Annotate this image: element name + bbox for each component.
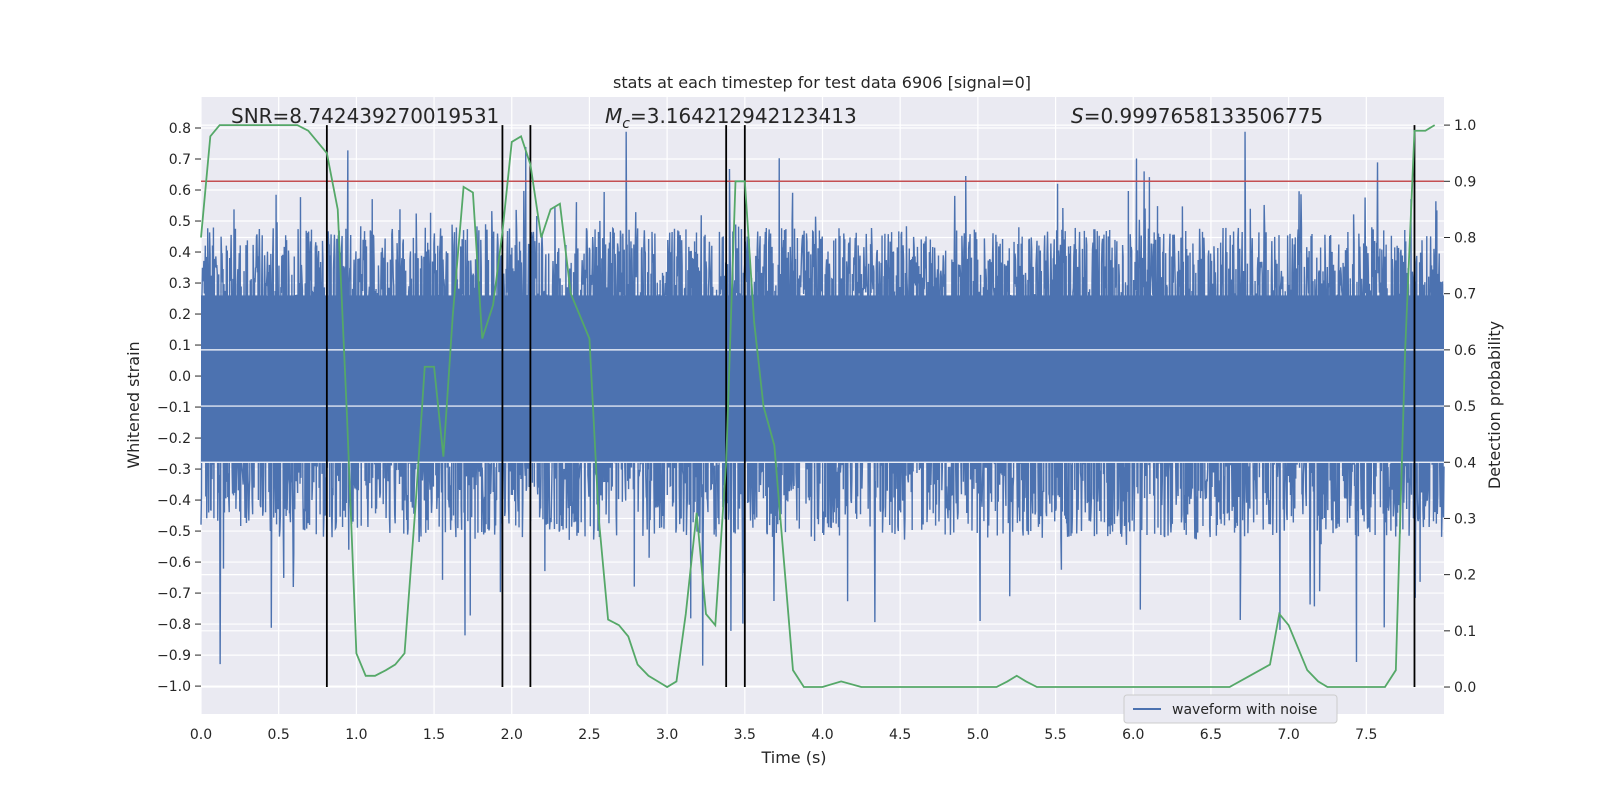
x-tick-label: 7.5	[1355, 727, 1377, 743]
chirp-mass-annotation: Mc=3.164212942123413	[605, 104, 857, 132]
x-tick-label: 0.5	[268, 727, 290, 743]
y-tick-label: −0.1	[157, 400, 191, 416]
y-axis-label: Whitened strain	[124, 341, 143, 468]
x-tick-label: 3.5	[734, 727, 756, 743]
x-tick-label: 7.0	[1277, 727, 1299, 743]
legend-label: waveform with noise	[1172, 702, 1317, 718]
y-tick-label: −0.9	[157, 648, 191, 664]
y-tick-labels: 0.8 0.7 0.6 0.5 0.4 0.3 0.2 0.1 0.0 −0.1 −0.2 −0.3 −…	[157, 121, 201, 695]
y-tick-label: 0.6	[169, 183, 191, 199]
y2-tick-label: 0.0	[1454, 680, 1476, 696]
y2-tick-label: 0.1	[1454, 624, 1476, 640]
waveform-band	[201, 295, 1444, 463]
y-tick-label: −0.4	[157, 493, 191, 509]
y-tick-label: 0.8	[169, 121, 191, 137]
y-tick-label: 0.2	[169, 307, 191, 323]
y2-tick-label: 0.4	[1454, 455, 1476, 471]
x-tick-labels: 0.0 0.5 1.0 1.5 2.0 2.5 3.0 3.5 4.0 4.5 5.0 5.5 6.0 6…	[190, 727, 1378, 743]
y-tick-label: 0.0	[169, 369, 191, 385]
y-tick-label: −0.5	[157, 524, 191, 540]
y2-tick-label: 0.5	[1454, 399, 1476, 415]
y2-tick-label: 0.9	[1454, 174, 1476, 190]
y2-tick-label: 0.8	[1454, 230, 1476, 246]
y-tick-label: 0.4	[169, 245, 191, 261]
score-annotation: S=0.9997658133506775	[1071, 104, 1323, 128]
x-tick-label: 1.5	[423, 727, 445, 743]
legend-box	[1123, 694, 1338, 724]
x-tick-label: 2.5	[578, 727, 600, 743]
x-tick-label: 4.0	[811, 727, 833, 743]
x-tick-label: 4.5	[889, 727, 911, 743]
x-tick-label: 0.0	[190, 727, 212, 743]
waveform-series	[200, 131, 1445, 666]
x-tick-label: 5.0	[967, 727, 989, 743]
y-tick-label: −0.2	[157, 431, 191, 447]
y2-tick-label: 0.7	[1454, 287, 1476, 303]
y2-axis-label: Detection probability	[1485, 321, 1504, 489]
y-tick-label: −0.6	[157, 555, 191, 571]
legend: waveform with noise	[1123, 694, 1338, 724]
y-tick-label: −1.0	[157, 679, 191, 695]
y-tick-label: −0.7	[157, 586, 191, 602]
probability-line	[200, 124, 1436, 689]
probability-series	[200, 124, 1436, 689]
x-tick-label: 2.0	[501, 727, 523, 743]
y-tick-label: 0.1	[169, 338, 191, 354]
x-tick-label: 5.5	[1044, 727, 1066, 743]
y-tick-label: −0.3	[157, 462, 191, 478]
y2-tick-label: 1.0	[1454, 118, 1476, 134]
y2-tick-label: 0.3	[1454, 511, 1476, 527]
snr-annotation: SNR=8.742439270019531	[231, 104, 499, 128]
y2-tick-labels: 1.0 0.9 0.8 0.7 0.6 0.5 0.4 0.3 0.2 0.1 0.0	[1444, 118, 1476, 696]
x-tick-label: 1.0	[345, 727, 367, 743]
y2-tick-label: 0.6	[1454, 343, 1476, 359]
x-tick-label: 6.0	[1122, 727, 1144, 743]
y2-tick-label: 0.2	[1454, 568, 1476, 584]
y-tick-label: 0.5	[169, 214, 191, 230]
event-markers	[325, 125, 1416, 688]
chart-title: stats at each timestep for test data 690…	[613, 73, 1031, 92]
x-tick-label: 6.5	[1200, 727, 1222, 743]
x-tick-label: 3.0	[656, 727, 678, 743]
y-tick-label: −0.8	[157, 617, 191, 633]
x-axis-label: Time (s)	[760, 748, 826, 767]
y-tick-label: 0.3	[169, 276, 191, 292]
y-tick-label: 0.7	[169, 152, 191, 168]
